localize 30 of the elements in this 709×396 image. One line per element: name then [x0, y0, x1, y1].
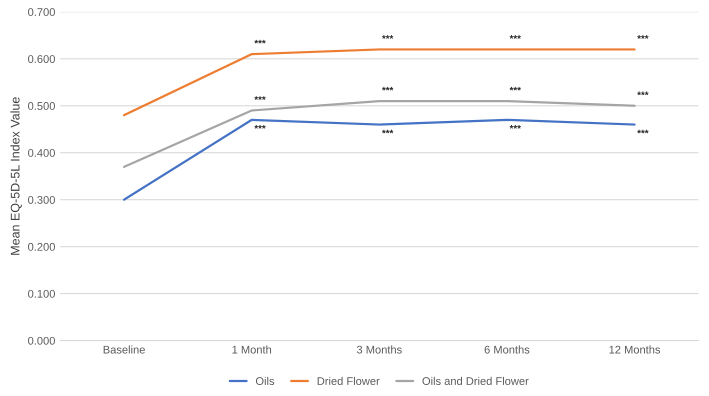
annotation: ***: [382, 35, 394, 39]
annotation: ***: [637, 92, 649, 96]
y-tick-label: 0.700: [28, 8, 55, 16]
legend-label: Oils and Dried Flower: [422, 376, 529, 386]
annotation: ***: [510, 35, 521, 39]
annotation: ***: [510, 86, 521, 90]
annotation: ***: [254, 96, 266, 100]
annotation: ***: [510, 125, 521, 129]
y-tick-label: 0.600: [28, 55, 55, 63]
y-tick-label: 0.500: [28, 102, 55, 110]
x-tick-label: 6 Months: [484, 345, 530, 354]
legend-label: Dried Flower: [318, 376, 380, 386]
line-series: [122, 100, 636, 168]
annotation: ***: [254, 40, 266, 44]
y-tick-label: 0.400: [28, 149, 55, 157]
x-tick-label: Baseline: [104, 345, 145, 354]
annotation: ***: [637, 130, 649, 134]
annotation: ***: [254, 125, 266, 129]
legend-label: Oils: [256, 376, 274, 386]
y-axis-title: Mean EQ-5D-5L Index Value: [10, 97, 22, 255]
annotation: ***: [382, 130, 394, 134]
y-tick-label: 0.100: [28, 290, 55, 298]
y-tick-label: 0.200: [28, 242, 55, 251]
annotation: ***: [637, 35, 649, 39]
y-tick-label: 0.300: [28, 196, 55, 204]
x-tick-label: 12 Months: [609, 345, 660, 354]
annotation: ***: [382, 86, 394, 90]
x-tick-label: 3 Months: [356, 345, 402, 354]
x-tick-label: 1 Month: [232, 345, 272, 354]
y-tick-label: 0.000: [28, 336, 55, 345]
